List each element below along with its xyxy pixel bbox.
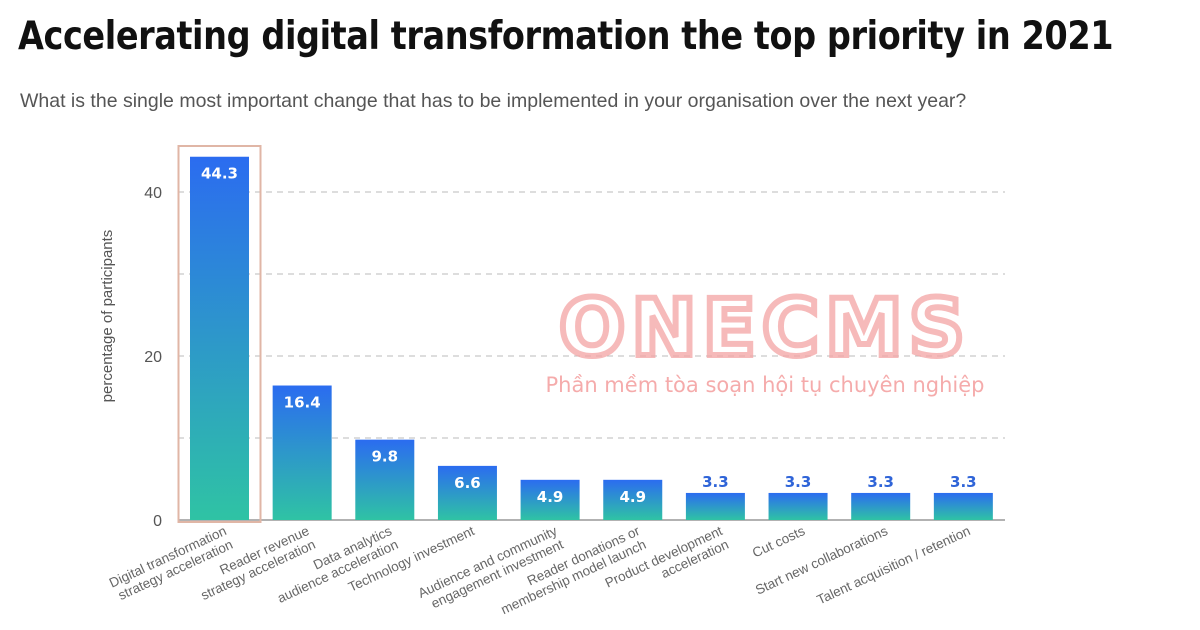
bar [851,492,911,520]
chart-subtitle: What is the single most important change… [20,90,967,112]
data-label: 3.3 [950,473,977,491]
x-tick-label-line: Start new collaborations [753,523,890,598]
data-label: 4.9 [537,488,564,506]
y-tick-label: 40 [144,185,162,202]
x-tick-label-line: Cut costs [750,523,808,560]
watermark-logo: ONECMS [559,284,971,374]
bar [603,479,663,520]
x-tick-label: Cut costs [750,523,808,560]
highlight-box [177,145,262,523]
data-label: 3.3 [785,473,812,491]
bar [768,492,828,520]
data-label: 4.9 [619,488,646,506]
bar [355,439,415,520]
bar [437,465,497,520]
data-label: 3.3 [702,473,729,491]
y-axis-label: percentage of participants [99,230,116,403]
data-label: 6.6 [454,474,481,492]
y-tick-label: 20 [144,349,162,366]
x-tick-label: Start new collaborations [753,523,890,598]
watermark-tagline: Phần mềm tòa soạn hội tụ chuyên nghiệp [545,373,984,397]
chart-title: Accelerating digital transformation the … [18,14,1114,59]
x-tick-label: Talent acquisition / retention [815,523,973,607]
data-label: 9.8 [372,448,399,466]
data-label: 44.3 [201,165,238,183]
bar [933,492,993,520]
x-tick-label-line: Talent acquisition / retention [815,523,973,607]
bar [685,492,745,520]
bar [272,385,332,520]
bar [520,479,580,520]
bar [190,156,249,521]
y-tick-label: 0 [153,513,162,530]
watermark: ONECMS Phần mềm tòa soạn hội tụ chuyên n… [545,281,984,397]
data-label: 16.4 [284,394,321,412]
data-label: 3.3 [867,473,894,491]
